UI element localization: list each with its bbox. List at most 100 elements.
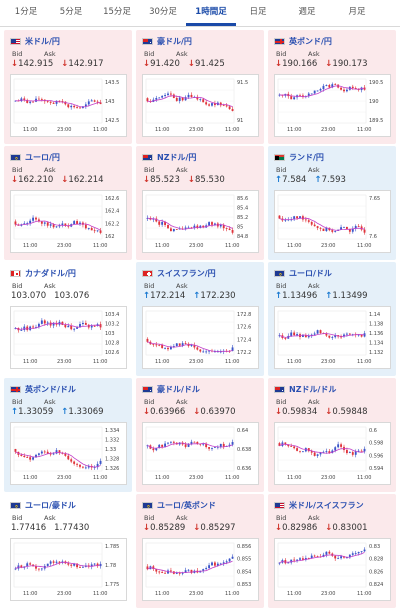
- rate-card[interactable]: スイスフラン/円 Bid Ask ↑172.214 ↑172.230 172.8 172.6…: [136, 262, 264, 376]
- candle-body: [26, 563, 29, 567]
- card-header: NZドル/円: [142, 151, 196, 163]
- candle-body: [26, 326, 29, 331]
- candle-body: [175, 229, 178, 230]
- candle-body: [87, 465, 90, 468]
- mini-price-chart[interactable]: 0.64 0.638 0.636 11:00 23:00 11:00: [142, 422, 259, 485]
- mini-price-chart[interactable]: 190.5 190 189.5 11:00 23:00 11:00: [274, 74, 391, 137]
- mini-price-chart[interactable]: 85.6 85.4 85.2 85 84.8 11:00 23:00 11:00: [142, 190, 259, 253]
- candle-body: [211, 103, 213, 106]
- candle-body: [290, 446, 293, 447]
- pair-name[interactable]: ランド/円: [289, 152, 324, 162]
- rate-card[interactable]: 英ポンド/ドル Bid Ask ↑1.33059 ↑1.33069 1.334 1.332 1…: [4, 378, 132, 492]
- rate-card[interactable]: カナダドル/円 Bid Ask 103.070 103.076 103.4 103.2 103…: [4, 262, 132, 376]
- candle-body: [99, 324, 102, 328]
- pair-name[interactable]: 米ドル/スイスフラン: [289, 500, 364, 510]
- mini-price-chart[interactable]: 103.4 103.2 103 102.8 102.6 11:00 23:00 11:00: [10, 306, 127, 369]
- candle-body: [219, 102, 222, 106]
- candle-body: [81, 322, 84, 325]
- mini-price-chart[interactable]: 1.14 1.138 1.136 1.134 1.132 11:00 23:00 11:00: [274, 306, 391, 369]
- rate-card[interactable]: 米ドル/スイスフラン Bid Ask ↓0.82986 ↓0.83001 0.83 0.82…: [268, 494, 396, 608]
- ask-label: Ask: [44, 398, 56, 406]
- candle-body: [307, 93, 310, 97]
- candle-body: [161, 222, 164, 225]
- mini-price-chart[interactable]: 0.83 0.828 0.826 0.824 11:00 23:00 11:00: [274, 538, 391, 601]
- pair-name[interactable]: ユーロ/ドル: [289, 268, 332, 278]
- candle-body: [348, 554, 351, 558]
- pair-name[interactable]: 英ポンド/円: [289, 36, 332, 46]
- ask-price: ↑1.13499: [325, 291, 371, 301]
- pair-name[interactable]: 豪ドル/円: [157, 36, 192, 46]
- pair-name[interactable]: ユーロ/豪ドル: [25, 500, 76, 510]
- price-row: ↓142.915 ↓142.917: [11, 59, 112, 69]
- tab-timeframe[interactable]: 月足: [348, 7, 366, 17]
- ask-value: 0.83001: [332, 523, 368, 533]
- candle-body: [360, 334, 363, 337]
- ask-value: 7.593: [321, 175, 346, 185]
- bid-value: 103.070: [11, 291, 47, 301]
- tab-timeframe[interactable]: 1時間足: [186, 0, 236, 26]
- tab-timeframe[interactable]: 1分足: [14, 7, 38, 17]
- y-tick-label: 91: [237, 118, 243, 124]
- trend-arrow-icon: ↓: [275, 407, 283, 417]
- candle-body: [331, 84, 334, 88]
- tab-timeframe[interactable]: 5分足: [59, 7, 83, 17]
- bid-label: Bid: [12, 514, 23, 522]
- mini-price-chart[interactable]: 0.6 0.598 0.596 0.594 11:00 23:00 11:00: [274, 422, 391, 485]
- y-tick-label: 0.826: [369, 569, 383, 575]
- rate-card[interactable]: ランド/円 Bid Ask ↑7.584 ↑7.593 7.65 7.6 11:00 23:00…: [268, 146, 396, 260]
- candle-body: [52, 102, 55, 104]
- mini-price-chart[interactable]: 162.6 162.4 162.2 162 11:00 23:00 11:00: [10, 190, 127, 253]
- tab-timeframe[interactable]: 15分足: [103, 7, 131, 17]
- candle-body: [357, 226, 360, 227]
- candle-body: [319, 89, 322, 91]
- x-tick-label: 23:00: [189, 475, 203, 481]
- y-tick-label: 1.136: [369, 331, 383, 337]
- pair-name[interactable]: NZドル/円: [157, 152, 197, 162]
- x-tick-label: 11:00: [357, 591, 371, 597]
- rate-card[interactable]: ユーロ/豪ドル Bid Ask 1.77416 1.77430 1.785 1.78 1.77…: [4, 494, 132, 608]
- pair-name[interactable]: NZドル/ドル: [289, 384, 337, 394]
- pair-name[interactable]: 英ポンド/ドル: [25, 384, 76, 394]
- rate-card[interactable]: NZドル/円 Bid Ask ↓85.523 ↓85.530 85.6 85.4 85.2 85…: [136, 146, 264, 260]
- mini-price-chart[interactable]: 7.65 7.6 11:00 23:00 11:00: [274, 190, 391, 253]
- pair-name[interactable]: 米ドル/円: [25, 36, 60, 46]
- x-tick-label: 23:00: [189, 591, 203, 597]
- mini-price-chart[interactable]: 91.5 91 11:00 23:00 11:00: [142, 74, 259, 137]
- x-tick-label: 23:00: [321, 243, 335, 249]
- candle-body: [55, 323, 58, 325]
- y-tick-label: 172.2: [237, 350, 251, 356]
- candle-body: [343, 89, 345, 92]
- pair-name[interactable]: 豪ドル/ドル: [157, 384, 200, 394]
- mini-price-chart[interactable]: 172.8 172.6 172.4 172.2 11:00 23:00 11:00: [142, 306, 259, 369]
- price-chart-svg: 1.14 1.138 1.136 1.134 1.132 11:00 23:00 11:00: [277, 310, 383, 365]
- flag-icon: [274, 269, 285, 277]
- mini-price-chart[interactable]: 1.785 1.78 1.775 11:00 23:00 11:00: [10, 538, 127, 601]
- pair-name[interactable]: スイスフラン/円: [157, 268, 216, 278]
- rate-card[interactable]: 英ポンド/円 Bid Ask ↓190.166 ↓190.173 190.5 190 189.…: [268, 30, 396, 144]
- mini-price-chart[interactable]: 1.334 1.332 1.33 1.328 1.326 11:00 23:00 11:00: [10, 422, 127, 485]
- rate-card[interactable]: 豪ドル/円 Bid Ask ↓91.420 ↓91.425 91.5 91 11:00 23:0…: [136, 30, 264, 144]
- ask-label: Ask: [44, 514, 56, 522]
- tab-timeframe[interactable]: 週足: [298, 7, 316, 17]
- tab-timeframe[interactable]: 30分足: [149, 7, 177, 17]
- rate-card[interactable]: ユーロ/ドル Bid Ask ↑1.13496 ↑1.13499 1.14 1.138 1.1…: [268, 262, 396, 376]
- candle-body: [184, 570, 187, 573]
- pair-name[interactable]: ユーロ/英ポンド: [157, 500, 216, 510]
- candle-body: [319, 227, 322, 229]
- trend-arrow-icon: ↓: [187, 59, 195, 69]
- candle-body: [205, 443, 208, 448]
- pair-name[interactable]: カナダドル/円: [25, 268, 76, 278]
- mini-price-chart[interactable]: 0.856 0.855 0.854 0.853 11:00 23:00 11:00: [142, 538, 259, 601]
- mini-price-chart[interactable]: 143.5 143 142.5 11:00 23:00 11:00: [10, 74, 127, 137]
- rate-card[interactable]: ユーロ/英ポンド Bid Ask ↓0.85289 ↓0.85297 0.856 0.855…: [136, 494, 264, 608]
- rate-card[interactable]: NZドル/ドル Bid Ask ↓0.59834 ↓0.59848 0.6 0.598 0.5…: [268, 378, 396, 492]
- candle-body: [354, 553, 357, 554]
- pair-name[interactable]: ユーロ/円: [25, 152, 60, 162]
- candle-body: [196, 96, 199, 100]
- rate-card[interactable]: 米ドル/円 Bid Ask ↓142.915 ↓142.917 143.5 143 142.5…: [4, 30, 132, 144]
- bid-price: ↓162.210: [11, 175, 57, 185]
- tab-timeframe[interactable]: 日足: [249, 7, 267, 17]
- rate-card[interactable]: 豪ドル/ドル Bid Ask ↓0.63966 ↓0.63970 0.64 0.638 0.6…: [136, 378, 264, 492]
- rate-card[interactable]: ユーロ/円 Bid Ask ↓162.210 ↓162.214 162.6 162.4 162…: [4, 146, 132, 260]
- candle-body: [331, 450, 334, 454]
